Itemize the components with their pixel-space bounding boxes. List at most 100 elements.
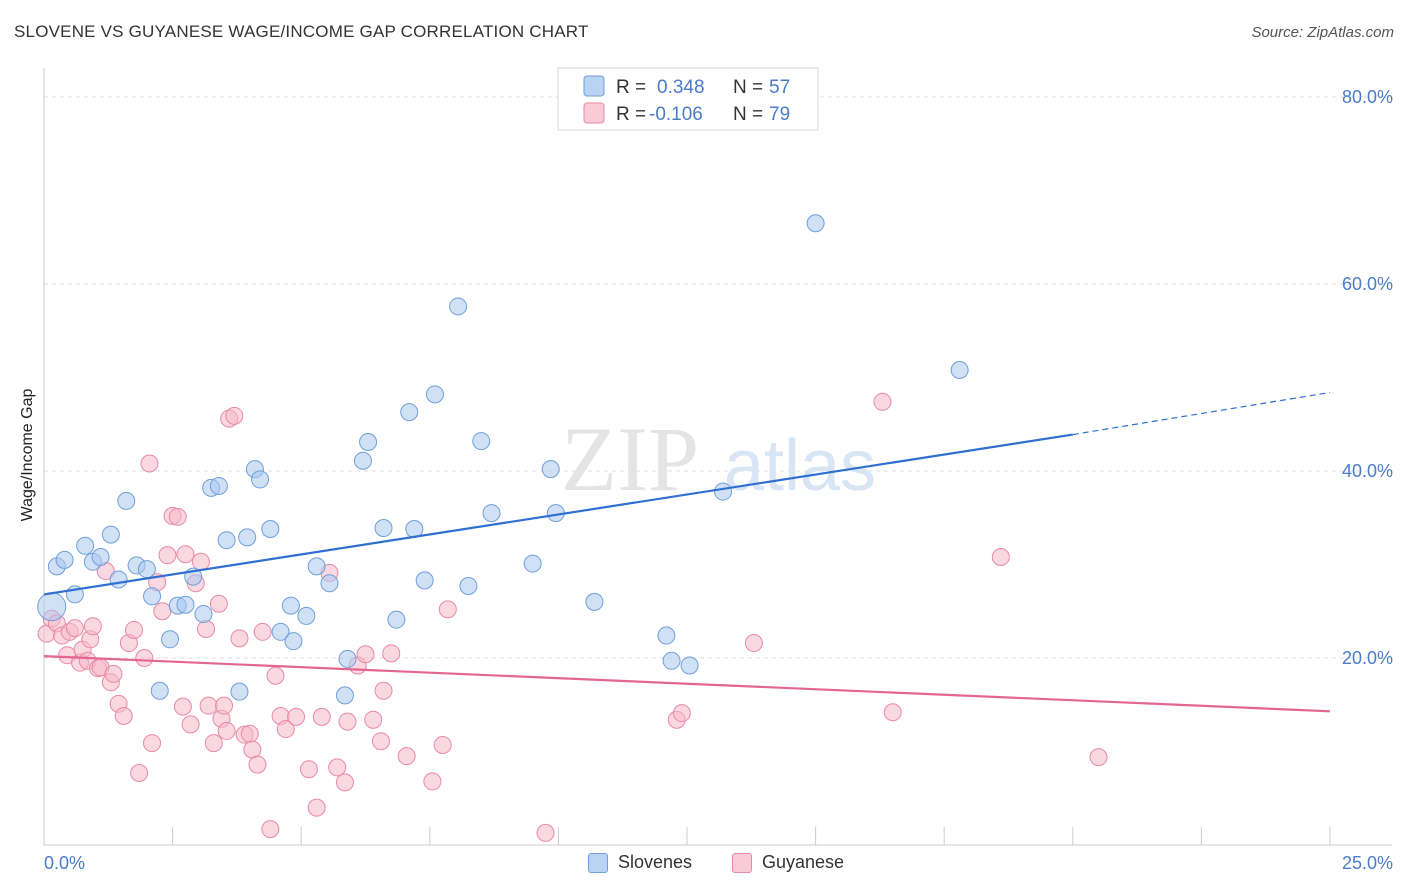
slovenes-point	[91, 548, 110, 567]
guyanese-point	[276, 720, 295, 739]
guyanese-point	[335, 773, 354, 792]
tick-labels: 20.0% 40.0% 60.0% 80.0% 0.0% 25.0%	[44, 87, 1393, 873]
slovenes-point	[261, 519, 280, 538]
slovenes-point	[415, 571, 434, 590]
slovenes-point	[459, 577, 478, 596]
guyanese-point	[299, 760, 318, 779]
guyanese-point	[248, 755, 267, 774]
slovenes-point	[55, 550, 74, 569]
guyanese-point	[328, 758, 347, 777]
guyanese-point	[356, 645, 375, 664]
slovenes-point	[143, 587, 162, 606]
slovenes-point	[281, 596, 300, 615]
legend-swatch-guyanese	[732, 852, 752, 873]
guyanese-point	[215, 696, 234, 715]
legend-n-value: 79	[769, 104, 790, 125]
slovenes-point	[109, 570, 128, 589]
guyanese-point	[672, 704, 691, 723]
slovenes-point	[657, 626, 676, 645]
guyanese-point	[240, 724, 259, 743]
guyanese-point	[204, 734, 223, 753]
guyanese-point	[130, 764, 149, 783]
guyanese-point	[307, 798, 326, 817]
legend-label-slovenes: Slovenes	[618, 852, 693, 872]
slovenes-point	[472, 432, 491, 451]
legend-r-label: R =	[616, 77, 646, 98]
slovenes-point	[307, 557, 326, 576]
slovenes-point	[176, 595, 195, 614]
guyanese-point	[266, 666, 285, 685]
correlation-legend: R = 0.348 N = 57 R = -0.106 N = 79	[557, 67, 819, 131]
guyanese-point	[991, 548, 1010, 567]
slovenes-point	[374, 519, 393, 538]
guyanese-point	[744, 634, 763, 653]
trend-lines	[43, 391, 1331, 713]
slovenes-point	[449, 297, 468, 316]
guyanese-point	[253, 622, 272, 641]
source-label: Source: ZipAtlas.com	[1251, 24, 1394, 41]
guyanese-point	[199, 696, 218, 715]
guyanese-point	[125, 620, 144, 639]
guyanese-point	[135, 649, 154, 667]
guyanese-point	[364, 710, 383, 729]
slovenes-point	[353, 451, 372, 470]
guyanese-point	[433, 735, 452, 754]
slovenes-point	[150, 681, 169, 700]
slovenes-point	[541, 460, 560, 479]
guyanese-point	[181, 715, 200, 734]
guyanese-point	[209, 594, 228, 613]
slovenes-point	[209, 476, 228, 495]
slovenes-point	[297, 606, 316, 625]
guyanese-point	[168, 507, 187, 526]
slovenes-point	[320, 574, 339, 593]
watermark-zip: ZIP	[561, 408, 699, 510]
watermark: ZIP atlas	[561, 408, 876, 510]
slovenes-point	[194, 605, 213, 624]
guyanese-point	[312, 707, 331, 726]
legend-swatch-slovenes	[588, 852, 608, 873]
legend-n-label: N =	[733, 104, 763, 125]
guyanese-point	[397, 747, 416, 766]
slovenes-point	[230, 682, 249, 701]
guyanese-point	[225, 406, 244, 425]
guyanese-point	[243, 740, 262, 759]
slovenes-point	[359, 433, 378, 452]
y-tick-label: 40.0%	[1342, 461, 1393, 481]
slovenes-point	[950, 361, 969, 380]
series-legend: Slovenes Guyanese	[0, 852, 1406, 878]
legend-swatch	[583, 102, 605, 124]
legend-item-guyanese[interactable]: Guyanese	[732, 852, 844, 873]
axes	[43, 68, 1392, 846]
slovenes-point	[338, 649, 357, 668]
guyanese-point	[338, 712, 357, 731]
guyanese-point	[423, 772, 442, 791]
slovenes-trend-extension	[1072, 391, 1331, 436]
y-tick-label: 80.0%	[1342, 87, 1393, 107]
slovenes-point	[238, 528, 257, 547]
guyanese-point	[883, 703, 902, 722]
chart-title: SLOVENE VS GUYANESE WAGE/INCOME GAP CORR…	[14, 22, 589, 41]
slovenes-point	[662, 651, 681, 670]
slovenes-points	[37, 214, 969, 705]
y-tick-label: 20.0%	[1342, 648, 1393, 668]
slovenes-point	[482, 504, 501, 523]
guyanese-point	[371, 732, 390, 751]
guyanese-point	[382, 644, 401, 663]
slovenes-point	[271, 622, 290, 641]
legend-label-guyanese: Guyanese	[762, 852, 845, 872]
legend-n-value: 57	[769, 77, 790, 98]
guyanese-point	[536, 823, 555, 842]
guyanese-point	[438, 600, 457, 619]
guyanese-point	[191, 552, 210, 571]
x-tick-label: 25.0%	[1342, 853, 1393, 873]
guyanese-point	[1089, 748, 1108, 767]
slovenes-point	[335, 686, 354, 705]
legend-item-slovenes[interactable]: Slovenes	[588, 852, 692, 873]
legend-r-value: 0.348	[657, 77, 705, 98]
guyanese-point	[65, 619, 84, 638]
slovenes-point	[400, 403, 419, 422]
legend-r-value: -0.106	[649, 104, 703, 125]
slovenes-point	[161, 630, 180, 649]
grid	[44, 96, 1392, 659]
